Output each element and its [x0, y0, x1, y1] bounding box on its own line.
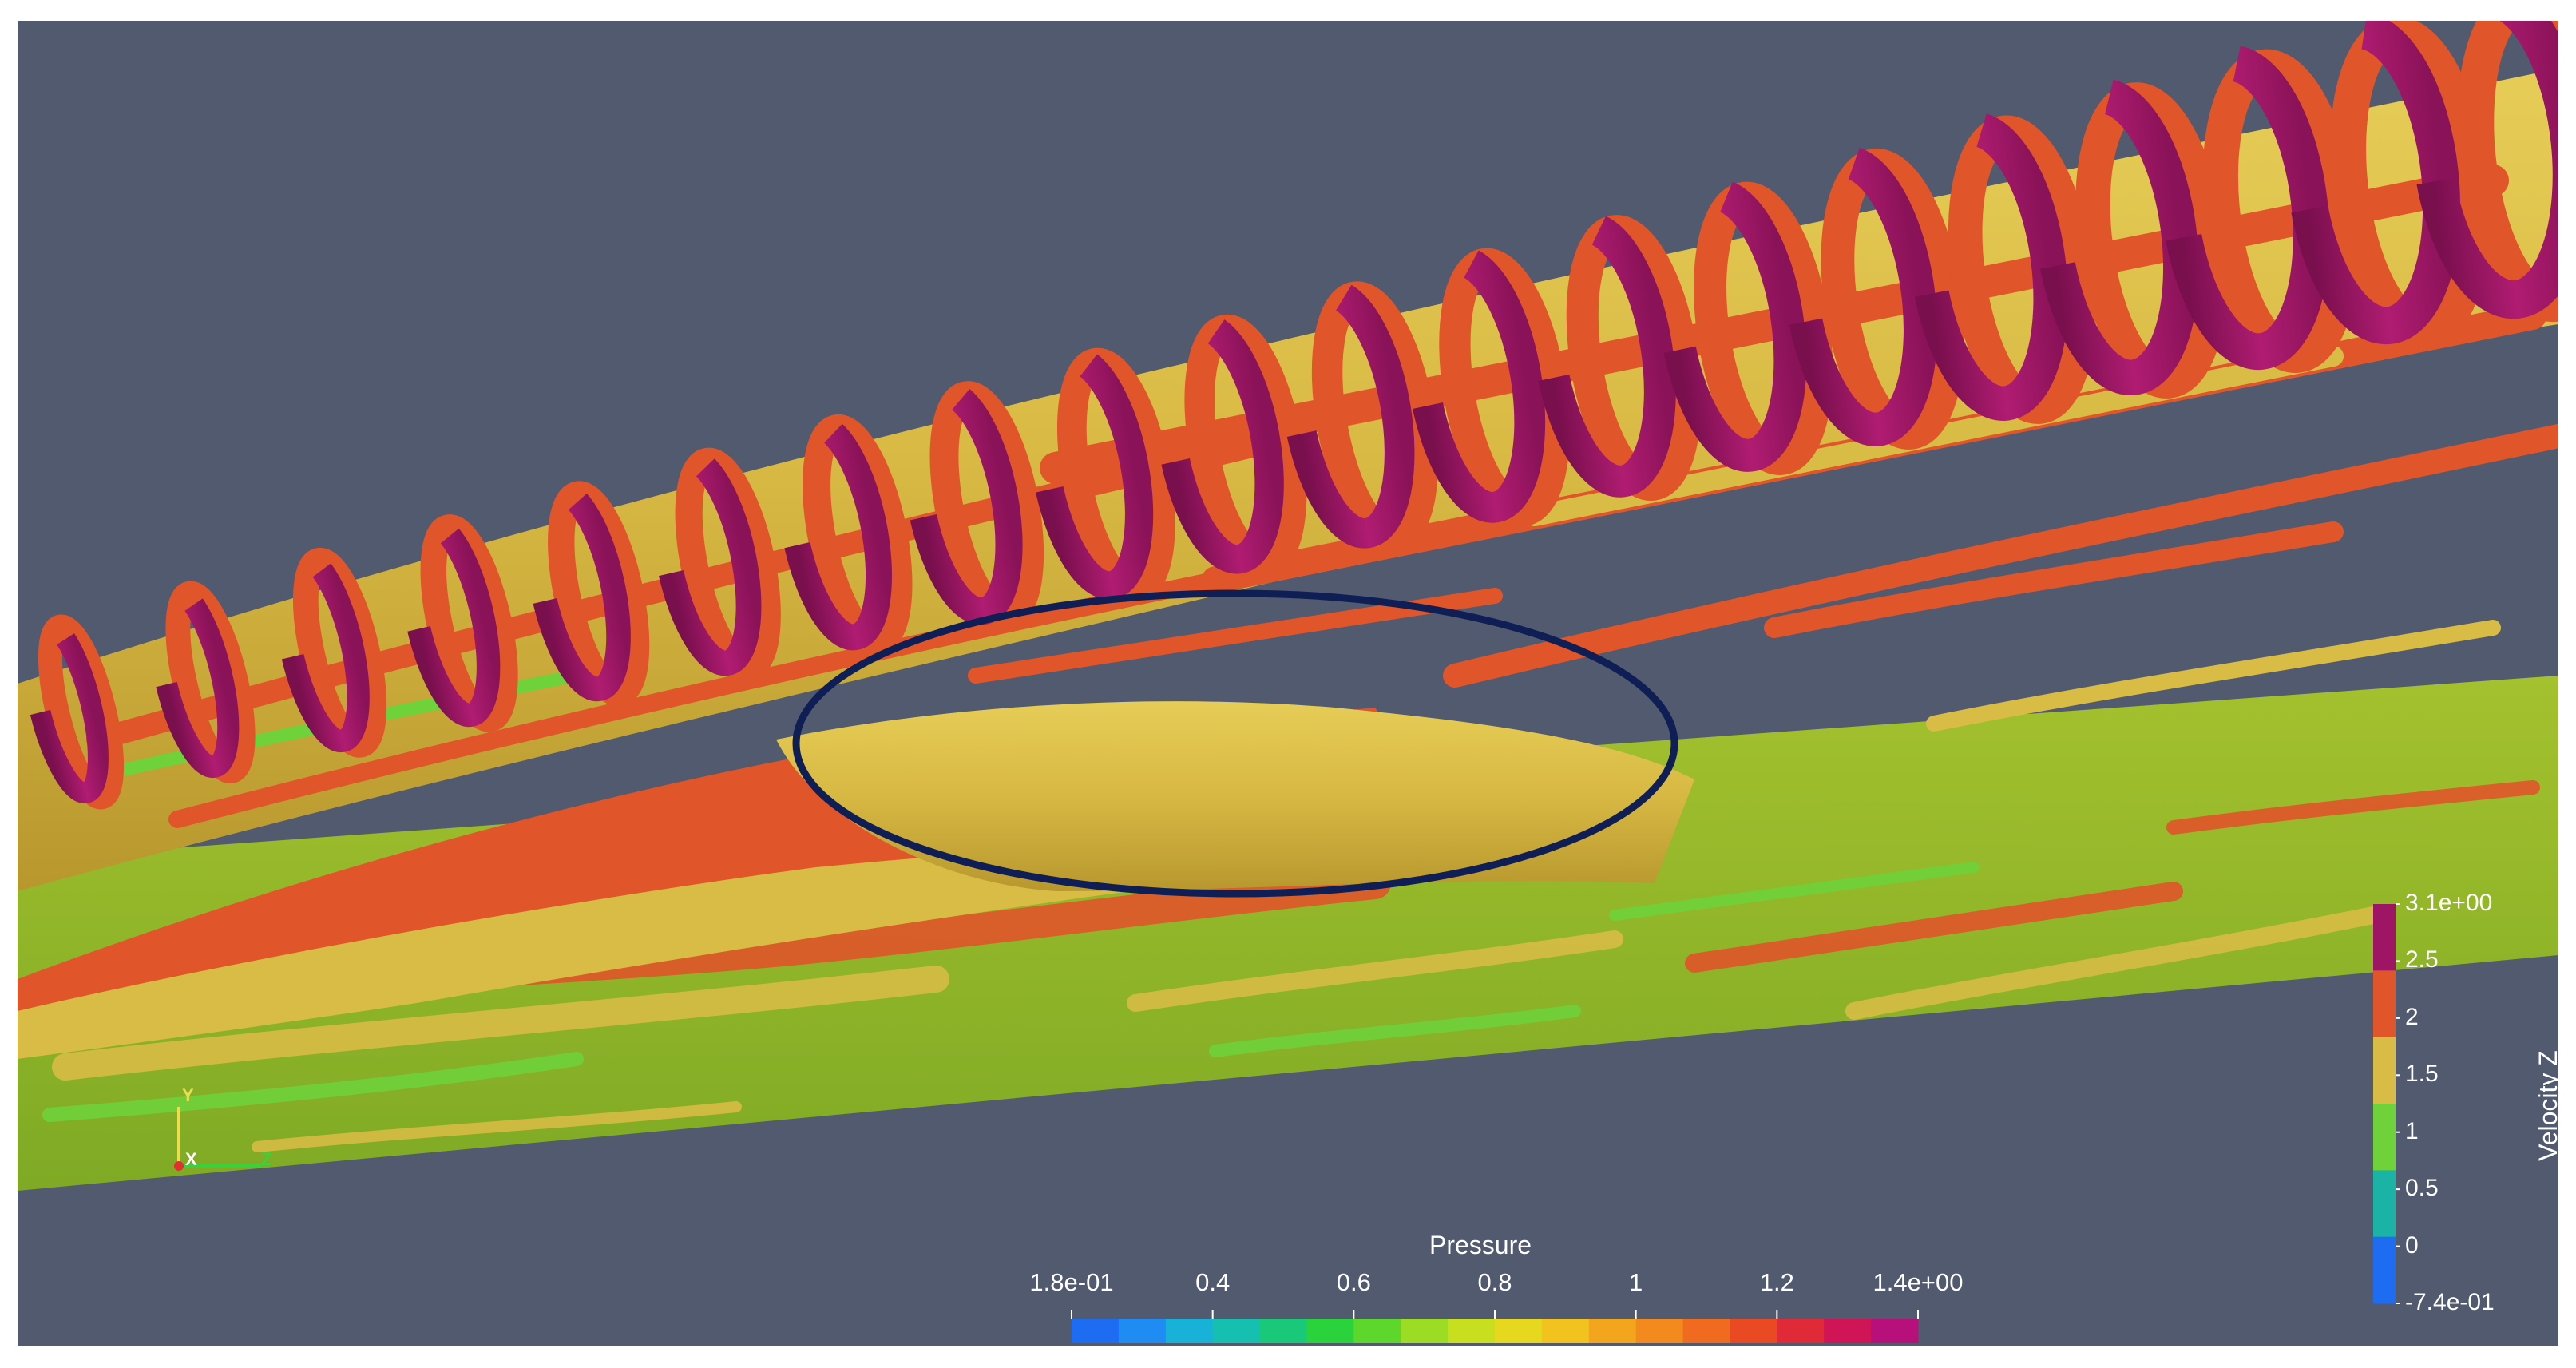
pressure-tick-label: 1.8e-01	[1029, 1268, 1114, 1296]
pressure-swatch-2	[1165, 1319, 1214, 1343]
wake-sheet	[18, 701, 1694, 1059]
velocity-band-1	[2373, 970, 2396, 1038]
ring-5	[651, 445, 762, 676]
pressure-swatch-17	[1871, 1319, 1919, 1343]
axis-z-label: Z	[261, 1149, 272, 1169]
velocity-band-5	[2373, 1236, 2396, 1304]
ground-plane	[18, 676, 2558, 1191]
ring-2	[274, 545, 370, 753]
ring-1	[148, 578, 240, 779]
ring-19	[2411, 21, 2558, 319]
velocity-tick-label: 0.5	[2405, 1175, 2439, 1202]
ring-18	[2285, 21, 2461, 345]
pressure-swatch-7	[1401, 1319, 1449, 1343]
velocity-band-4	[2373, 1170, 2396, 1238]
ring-back-19	[2457, 21, 2558, 323]
isosurface-scene[interactable]	[18, 21, 2558, 1346]
ring-4	[525, 478, 631, 702]
pressure-swatch-16	[1824, 1319, 1872, 1343]
pressure-tick-label: 0.4	[1195, 1268, 1231, 1296]
pressure-swatch-15	[1777, 1319, 1825, 1343]
axis-y-label: Y	[182, 1085, 194, 1105]
pressure-swatch-11	[1588, 1319, 1637, 1343]
ring-10	[1280, 278, 1415, 549]
ring-6	[777, 411, 892, 651]
ring-3	[399, 511, 501, 728]
ring-14	[1782, 145, 1938, 446]
ring-0	[22, 611, 109, 804]
velocity-band-2	[2373, 1037, 2396, 1104]
velocity-tick-label: 0	[2405, 1231, 2419, 1259]
velocity-band-3	[2373, 1104, 2396, 1171]
ring-back-4	[548, 481, 650, 707]
pressure-tick-label: 1	[1629, 1268, 1643, 1296]
helical-vortex-rings	[22, 21, 2558, 810]
highlight-ellipse	[792, 589, 1678, 898]
ring-15	[1908, 111, 2068, 421]
ring-back-1	[165, 581, 256, 784]
pressure-swatch-5	[1306, 1319, 1354, 1343]
pressure-swatch-9	[1495, 1319, 1543, 1343]
pressure-swatch-10	[1541, 1319, 1590, 1343]
ring-17	[2159, 45, 2330, 371]
pressure-swatch-6	[1353, 1319, 1401, 1343]
ring-8	[1028, 345, 1154, 600]
pressure-swatch-0	[1072, 1319, 1120, 1343]
velocity-tick-label: 2	[2405, 1003, 2419, 1030]
pressure-tick-label: 1.2	[1759, 1268, 1794, 1296]
velocity-tick-label: 2.5	[2405, 946, 2439, 973]
velocity-colorbar-gradient	[2373, 903, 2400, 1304]
velocity-tick-label: 1	[2405, 1117, 2419, 1144]
ring-7	[902, 378, 1023, 625]
axes-triad-icon	[174, 1107, 261, 1171]
ring-back-0	[38, 614, 125, 810]
render-viewport[interactable]: Y X Z Pressure 1.8e-01 0.4 0.6 0.8 1 1.2 1.4e+…	[18, 21, 2558, 1346]
pressure-swatch-1	[1118, 1319, 1167, 1343]
ring-back-5	[675, 447, 781, 680]
ring-16	[2034, 78, 2199, 396]
axis-x-label: X	[185, 1149, 197, 1169]
velocity-tick-label: -7.4e-01	[2405, 1289, 2495, 1315]
pressure-swatch-4	[1259, 1319, 1307, 1343]
pressure-colorbar-gradient	[1071, 1310, 1919, 1343]
pressure-swatch-14	[1730, 1319, 1777, 1343]
ring-13	[1657, 178, 1807, 472]
ring-12	[1531, 212, 1676, 498]
ring-back-6	[803, 414, 913, 655]
pressure-swatch-13	[1682, 1319, 1730, 1343]
ring-back-3	[420, 514, 518, 732]
pressure-tick-label: 1.4e+00	[1873, 1268, 1964, 1296]
ring-11	[1405, 244, 1546, 523]
velocity-tick-label: 1.5	[2405, 1061, 2439, 1088]
ring-back-2	[293, 547, 387, 758]
velocity-tick-label: 3.1e+00	[2405, 890, 2493, 916]
pressure-colorbar-title: Pressure	[1429, 1231, 1532, 1259]
pressure-tick-label: 0.6	[1336, 1268, 1371, 1296]
ring-9	[1154, 311, 1284, 574]
velocity-colorbar-title: Velocity Z	[2533, 1050, 2558, 1161]
pressure-tick-label: 0.8	[1477, 1268, 1512, 1296]
pressure-swatch-12	[1635, 1319, 1684, 1343]
pressure-swatch-3	[1212, 1319, 1261, 1343]
pressure-swatch-8	[1448, 1319, 1496, 1343]
velocity-band-0	[2373, 904, 2396, 971]
